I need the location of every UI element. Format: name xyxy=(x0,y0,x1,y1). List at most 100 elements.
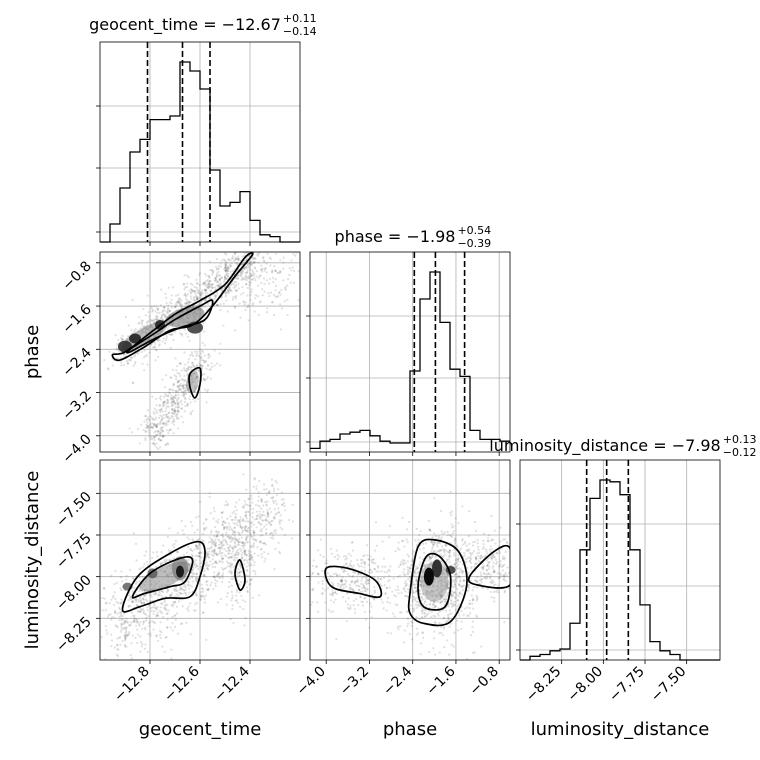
sample-point xyxy=(468,548,471,551)
sample-point xyxy=(224,538,227,542)
sample-point xyxy=(222,258,225,261)
sample-point xyxy=(270,520,273,523)
sample-point xyxy=(120,364,123,367)
sample-point xyxy=(113,646,117,649)
sample-point xyxy=(257,554,260,557)
sample-point xyxy=(485,575,488,578)
sample-point xyxy=(400,591,403,594)
sample-point xyxy=(415,567,418,570)
sample-point xyxy=(340,567,343,571)
sample-point xyxy=(161,405,164,408)
sample-point xyxy=(140,423,143,426)
sample-point xyxy=(124,634,127,637)
sample-point xyxy=(230,536,233,540)
sample-point xyxy=(219,364,222,367)
sample-point xyxy=(166,415,169,419)
sample-point xyxy=(292,253,295,256)
sample-point xyxy=(432,602,435,605)
sample-point xyxy=(283,534,287,537)
sample-point xyxy=(234,252,237,255)
sample-point xyxy=(223,554,226,557)
sample-point xyxy=(290,269,293,272)
sample-point xyxy=(376,566,380,569)
density-blob xyxy=(129,333,141,344)
sample-point xyxy=(180,519,183,523)
sample-point xyxy=(439,549,443,552)
sample-point xyxy=(359,590,362,594)
sample-point xyxy=(149,425,153,429)
sample-point xyxy=(192,365,195,368)
sample-point xyxy=(257,276,260,280)
sample-point xyxy=(274,513,277,516)
sample-point xyxy=(168,594,172,597)
sample-point xyxy=(453,579,456,582)
sample-point xyxy=(499,560,502,563)
sample-point xyxy=(194,579,198,582)
tick-label-y-phase: −0.8 xyxy=(59,258,94,293)
sample-point xyxy=(222,525,226,529)
sample-point xyxy=(241,271,244,274)
sample-point xyxy=(207,588,210,591)
sample-point xyxy=(187,366,190,369)
sample-point xyxy=(242,506,246,509)
sample-point xyxy=(138,590,141,593)
sample-point xyxy=(476,575,479,578)
sample-point xyxy=(472,599,475,602)
sample-point xyxy=(245,488,248,491)
sample-point xyxy=(368,610,372,613)
sample-point xyxy=(170,394,173,397)
sample-point xyxy=(182,386,185,389)
sample-point xyxy=(173,401,176,404)
title-sub: −0.14 xyxy=(283,25,317,38)
sample-point xyxy=(234,553,237,556)
sample-point xyxy=(159,304,162,307)
sample-point xyxy=(210,529,213,533)
sample-point xyxy=(166,618,169,621)
sample-point xyxy=(428,557,431,560)
sample-point xyxy=(143,647,146,650)
sample-point xyxy=(195,572,199,575)
sample-point xyxy=(502,574,505,577)
sample-point xyxy=(165,337,168,340)
sample-point xyxy=(457,560,460,563)
sample-point xyxy=(489,545,492,548)
sample-point xyxy=(344,558,347,561)
sample-point xyxy=(218,274,221,277)
sample-point xyxy=(209,512,212,515)
sample-point xyxy=(248,262,251,265)
sample-point xyxy=(460,585,464,588)
sample-point xyxy=(155,442,158,445)
sample-point xyxy=(170,648,173,651)
sample-point xyxy=(450,590,454,593)
sample-point xyxy=(145,430,148,433)
sample-point xyxy=(207,587,210,590)
sample-point xyxy=(167,395,170,398)
sample-point xyxy=(522,566,524,568)
sample-point xyxy=(228,288,231,292)
sample-point xyxy=(456,605,459,608)
sample-point xyxy=(352,571,355,574)
sample-point xyxy=(153,423,156,426)
sample-point xyxy=(200,565,203,568)
sample-point xyxy=(353,582,356,585)
sample-point xyxy=(447,616,450,619)
sample-point xyxy=(329,547,333,550)
sample-point xyxy=(476,597,479,601)
sample-point xyxy=(107,613,110,617)
sample-point xyxy=(388,536,391,539)
sample-point xyxy=(133,586,136,589)
sample-point xyxy=(135,619,139,622)
sample-point xyxy=(144,626,147,629)
sample-point xyxy=(183,288,186,291)
sample-point xyxy=(155,424,158,427)
sample-point xyxy=(232,510,236,513)
sample-point xyxy=(507,571,510,574)
sample-point xyxy=(162,544,165,547)
sample-point xyxy=(216,304,219,307)
sample-point xyxy=(456,577,459,580)
sample-point xyxy=(406,625,409,628)
sample-point xyxy=(458,580,461,583)
sample-point xyxy=(367,558,370,561)
sample-point xyxy=(186,292,189,296)
sample-point xyxy=(215,561,218,564)
